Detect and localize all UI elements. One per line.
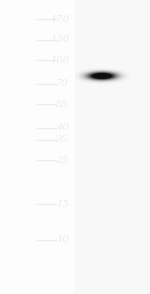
Text: 130: 130 [50, 35, 69, 44]
Text: 100: 100 [50, 56, 69, 65]
Bar [75, 0, 150, 294]
Text: 10: 10 [56, 235, 69, 244]
Text: 55: 55 [56, 100, 69, 109]
Text: 35: 35 [56, 135, 69, 144]
Text: 170: 170 [50, 15, 69, 24]
Text: 40: 40 [56, 123, 69, 132]
Bar [0, 0, 75, 294]
Text: 15: 15 [56, 200, 69, 209]
Text: 25: 25 [56, 156, 69, 165]
Text: 70: 70 [56, 79, 69, 88]
